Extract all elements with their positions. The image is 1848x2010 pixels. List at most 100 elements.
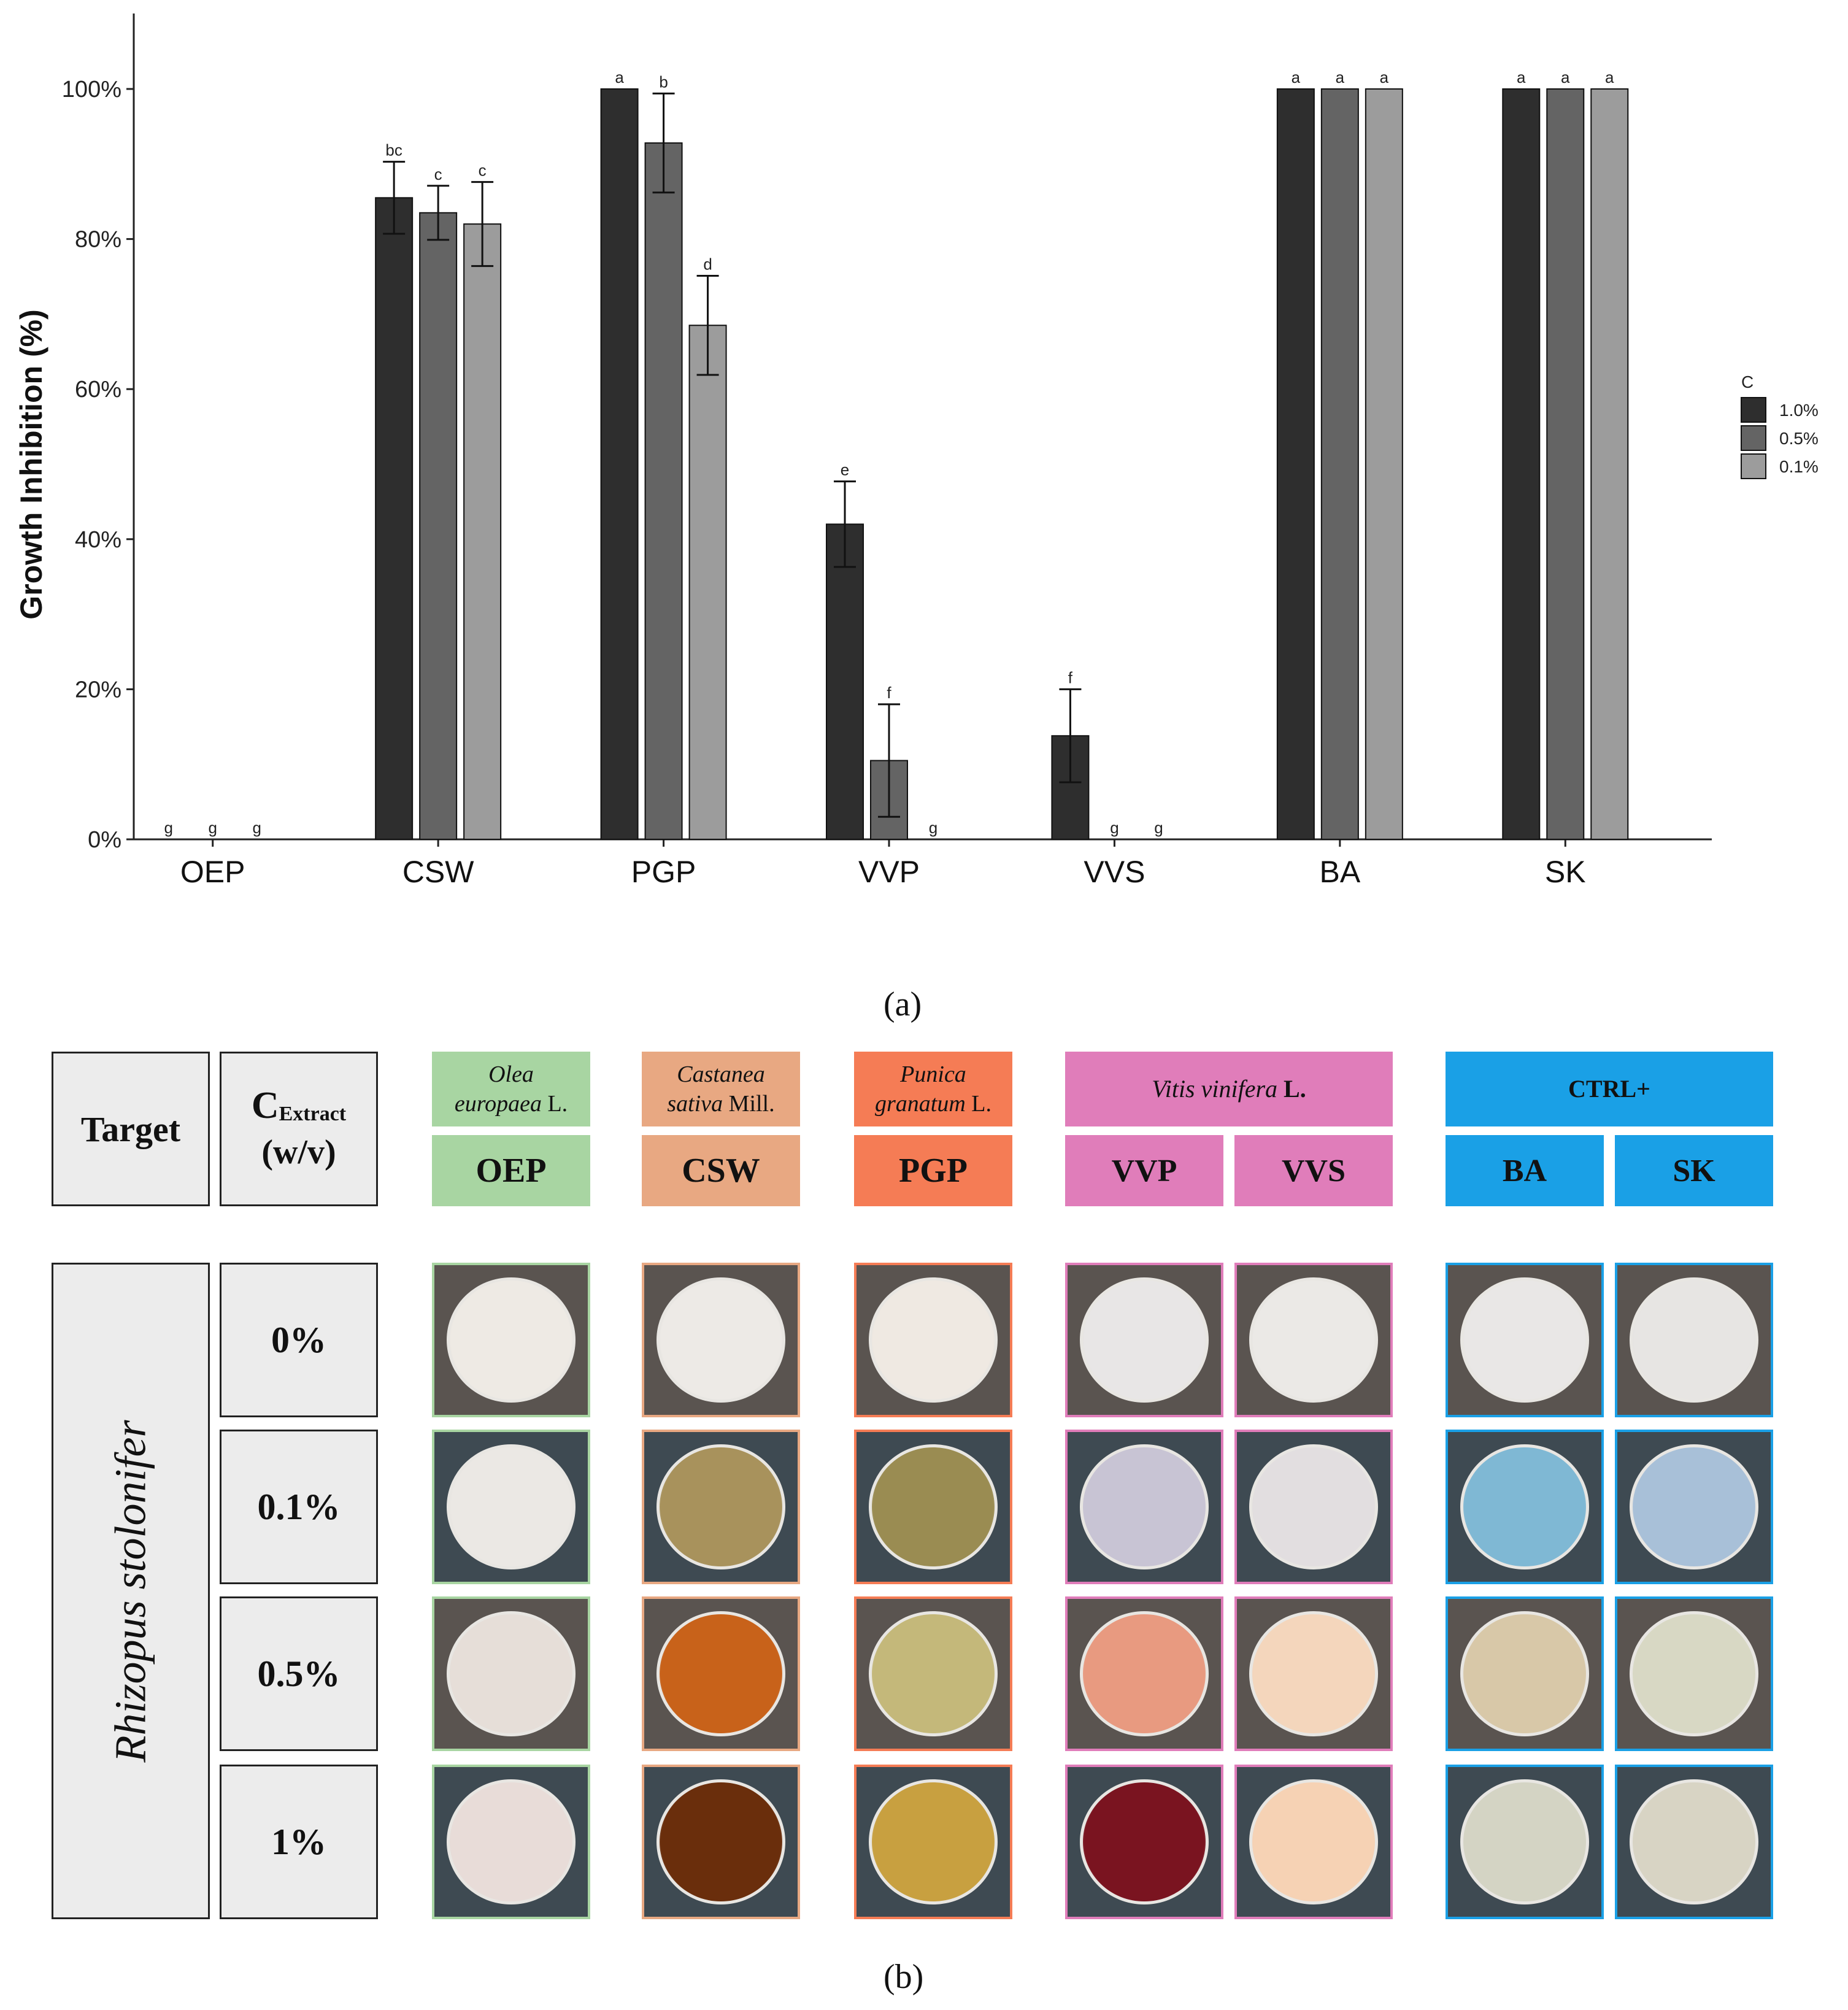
significance-letter: c <box>434 165 442 183</box>
petri-dish-image <box>1630 1277 1758 1403</box>
legend-label: 1.0% <box>1779 401 1819 420</box>
target-header-label: Target <box>80 1109 181 1149</box>
bar <box>1546 88 1585 840</box>
x-tick-label: BA <box>1320 855 1361 889</box>
x-tick-label: CSW <box>402 855 474 889</box>
petri-plate-vvp-1 <box>1065 1765 1223 1919</box>
y-tick-label: 40% <box>75 527 121 553</box>
petri-dish-image <box>1249 1611 1378 1737</box>
bar <box>600 88 639 840</box>
concentration-header-label: CExtract <box>251 1085 347 1126</box>
significance-letter: a <box>1292 68 1301 87</box>
species-label-pgp: Punica granatum L. <box>854 1052 1012 1126</box>
bar <box>419 212 458 841</box>
petri-plate-vvp-0-1 <box>1065 1430 1223 1584</box>
petri-dish-image <box>447 1779 576 1905</box>
concentration-row-1: 0.1% <box>220 1430 378 1584</box>
concentration-header-unit: (w/v) <box>261 1133 336 1171</box>
x-tick-label: VVS <box>1084 855 1145 889</box>
significance-letter: d <box>703 255 712 274</box>
petri-plate-vvp-0-5 <box>1065 1596 1223 1751</box>
x-tick-label: VVP <box>858 855 920 889</box>
petri-dish-image <box>656 1444 785 1570</box>
petri-dish-image <box>869 1444 998 1570</box>
petri-plate-oep-0-5 <box>432 1596 590 1751</box>
legend-swatch <box>1741 425 1766 451</box>
significance-letter: a <box>1605 68 1614 87</box>
significance-letter: f <box>1068 668 1073 687</box>
target-header: Target <box>52 1052 210 1206</box>
petri-plate-ba-0-5 <box>1446 1596 1604 1751</box>
species-label-oep: Olea europaea L. <box>432 1052 590 1126</box>
petri-dish-image <box>656 1277 785 1403</box>
bar <box>463 223 502 840</box>
significance-letter: a <box>1561 68 1570 87</box>
significance-letter: a <box>615 68 624 87</box>
y-tick-label: 60% <box>75 377 121 402</box>
petri-dish-image <box>1460 1277 1589 1403</box>
petri-dish-image <box>1630 1444 1758 1570</box>
petri-dish-image <box>1249 1779 1378 1905</box>
petri-plate-vvs-0 <box>1234 1263 1393 1417</box>
petri-dish-image <box>1249 1277 1378 1403</box>
significance-letter: c <box>479 161 487 180</box>
petri-plate-sk-0-5 <box>1615 1596 1773 1751</box>
petri-dish-image <box>447 1444 576 1570</box>
petri-plate-vvs-0-1 <box>1234 1430 1393 1584</box>
growth-inhibition-chart: 0% 20% 40% 60% 80% 100% Growth Inhibition (%) O… <box>14 13 1819 889</box>
petri-plate-oep-0-1 <box>432 1430 590 1584</box>
significance-letter: b <box>659 72 668 91</box>
petri-dish-image <box>869 1277 998 1403</box>
species-label-csw: Castanea sativa Mill. <box>642 1052 800 1126</box>
petri-dish-image <box>1080 1444 1209 1570</box>
bar <box>688 325 727 840</box>
significance-letter: g <box>929 818 937 837</box>
y-tick-label: 0% <box>88 827 121 853</box>
petri-dish-image <box>1460 1444 1589 1570</box>
species-label-vv: Vitis vinifera L. <box>1065 1052 1393 1126</box>
code-label-vvs: VVS <box>1234 1135 1393 1206</box>
petri-plate-ba-0-1 <box>1446 1430 1604 1584</box>
petri-plate-csw-1 <box>642 1765 800 1919</box>
significance-letter: f <box>887 683 891 702</box>
petri-plate-vvs-0-5 <box>1234 1596 1393 1751</box>
x-tick-label: SK <box>1545 855 1586 889</box>
petri-plate-pgp-1 <box>854 1765 1012 1919</box>
code-label-pgp: PGP <box>854 1135 1012 1206</box>
petri-dish-image <box>1080 1277 1209 1403</box>
significance-letter: g <box>252 818 261 837</box>
significance-letter: a <box>1380 68 1389 87</box>
legend-swatch <box>1741 453 1766 479</box>
petri-dish-image <box>447 1277 576 1403</box>
significance-letter: g <box>1154 818 1163 837</box>
significance-letter: a <box>1517 68 1526 87</box>
petri-plate-sk-1 <box>1615 1765 1773 1919</box>
significance-letter: g <box>208 818 217 837</box>
petri-plate-pgp-0-1 <box>854 1430 1012 1584</box>
petri-dish-image <box>1630 1611 1758 1737</box>
petri-plate-ba-1 <box>1446 1765 1604 1919</box>
petri-dish-image <box>1460 1779 1589 1905</box>
petri-plate-sk-0 <box>1615 1263 1773 1417</box>
caption-a: (a) <box>884 985 922 1023</box>
petri-dish-image <box>656 1779 785 1905</box>
y-axis-title: Growth Inhibition (%) <box>14 309 48 619</box>
petri-plate-oep-0 <box>432 1263 590 1417</box>
species-label-ctrl: CTRL+ <box>1446 1052 1773 1126</box>
significance-letter: a <box>1336 68 1345 87</box>
significance-letter: g <box>1110 818 1118 837</box>
bar <box>375 197 414 841</box>
significance-letter: bc <box>385 141 402 160</box>
concentration-header: CExtract (w/v) <box>220 1052 378 1206</box>
y-tick-label: 80% <box>75 227 121 253</box>
bar <box>826 523 864 840</box>
target-organism-name: Rhizopus stolonifer <box>106 1419 155 1763</box>
bar <box>1590 88 1629 840</box>
code-label-csw: CSW <box>642 1135 800 1206</box>
petri-dish-image <box>1080 1611 1209 1737</box>
caption-b: (b) <box>884 1958 924 1996</box>
target-organism-cell: Rhizopus stolonifer <box>52 1263 210 1919</box>
bar <box>644 142 683 840</box>
petri-plate-pgp-0 <box>854 1263 1012 1417</box>
petri-dish-image <box>1460 1611 1589 1737</box>
